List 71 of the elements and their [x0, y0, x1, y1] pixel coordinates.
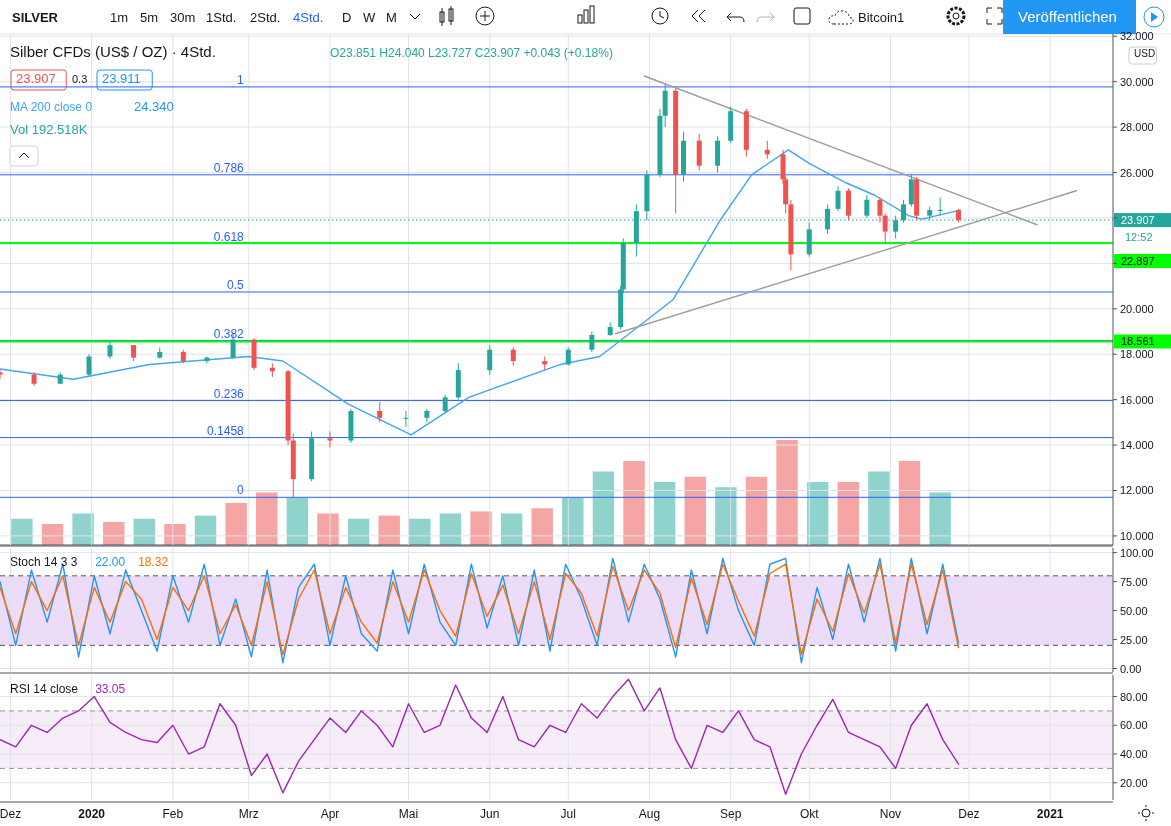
annotation: 0.3 — [72, 73, 88, 85]
annotation: 0.786 — [213, 160, 245, 175]
y-tick-label: 14.000 — [1120, 439, 1154, 452]
x-tick-label: 2021 — [1036, 807, 1064, 821]
y-tick-label: 16.000 — [1120, 393, 1154, 406]
x-tick-label: Jun — [480, 807, 500, 821]
y-tick-label: 60.00 — [1120, 719, 1148, 732]
y-tick-label: 50.00 — [1120, 604, 1148, 617]
y-tick-label: 28.000 — [1120, 121, 1154, 134]
text: MA 200 close 0 — [10, 100, 93, 114]
annotation: 0.5 — [227, 278, 245, 292]
ref-line-label: 23.907 — [1121, 214, 1155, 227]
annotation: 1 — [237, 72, 245, 87]
y-tick-label: 18.000 — [1120, 348, 1154, 361]
text: 12:52 — [1125, 231, 1153, 243]
text: RSI 14 close — [10, 682, 79, 696]
text: W — [363, 10, 376, 25]
x-tick-label: Okt — [799, 807, 820, 821]
y-tick-label: 0.00 — [1120, 662, 1142, 675]
y-tick-label: 10.000 — [1120, 529, 1154, 542]
annotation: 33.05 — [95, 682, 126, 696]
text: Stoch 14 3 3 — [10, 555, 78, 569]
x-tick-label: Sep — [719, 807, 742, 821]
y-tick-label: 20.000 — [1120, 302, 1154, 315]
annotation: 18.32 — [138, 555, 169, 569]
annotation: 23.907 — [16, 71, 56, 86]
text: 2Std. — [250, 10, 281, 25]
x-tick-label: 2020 — [78, 807, 106, 821]
y-tick-label: 25.00 — [1120, 633, 1148, 646]
text: 5m — [140, 10, 159, 25]
annotation: 23.911 — [102, 71, 141, 86]
x-tick-label: Nov — [879, 807, 902, 821]
x-tick-label: Dez — [958, 807, 980, 821]
annotation: Vol 192.518K — [10, 122, 88, 137]
y-tick-label: 100.00 — [1120, 546, 1154, 559]
y-tick-label: 80.00 — [1120, 690, 1148, 703]
x-tick-label: Feb — [162, 807, 184, 821]
annotation: 0.382 — [213, 326, 245, 341]
annotation: 24.340 — [134, 99, 174, 114]
text: Bitcoin1 — [858, 10, 905, 25]
x-tick-label: Apr — [320, 807, 340, 821]
ref-line-label: 18.561 — [1121, 335, 1155, 348]
text: 30m — [170, 10, 196, 25]
y-tick-label: 30.000 — [1120, 75, 1154, 88]
annotation: 0.236 — [213, 386, 245, 401]
x-tick-label: Aug — [638, 807, 661, 821]
x-tick-label: Mai — [398, 807, 419, 821]
text: M — [386, 10, 397, 25]
text: Veröffentlichen — [1018, 8, 1117, 25]
text: USD — [1134, 48, 1156, 59]
ref-line-label: 22.897 — [1121, 255, 1155, 267]
text: 4Std. — [293, 10, 324, 25]
annotation: 0 — [237, 483, 245, 498]
y-tick-label: 32.000 — [1120, 30, 1154, 43]
text: SILVER — [12, 10, 59, 25]
text: Silber CFDs (US$ / OZ) · 4Std. — [10, 43, 216, 60]
x-tick-label: Mrz — [238, 807, 259, 821]
annotation: 0.1458 — [207, 423, 245, 438]
y-tick-label: 75.00 — [1120, 575, 1148, 588]
y-tick-label: 26.000 — [1120, 166, 1154, 179]
y-tick-label: 40.00 — [1120, 748, 1148, 761]
x-tick-label: Jul — [560, 807, 576, 821]
text: 1m — [110, 10, 129, 25]
y-tick-label: 12.000 — [1120, 484, 1154, 497]
annotation: 22.00 — [95, 555, 126, 569]
x-tick-label: Dez — [0, 807, 22, 821]
text: 1Std. — [206, 10, 237, 25]
annotation: 0.618 — [213, 229, 245, 244]
annotation: O23.851 H24.040 L23.727 C23.907 +0.043 (+0.18%) — [330, 46, 613, 60]
text: D — [342, 10, 352, 25]
y-tick-label: 20.00 — [1120, 776, 1148, 789]
